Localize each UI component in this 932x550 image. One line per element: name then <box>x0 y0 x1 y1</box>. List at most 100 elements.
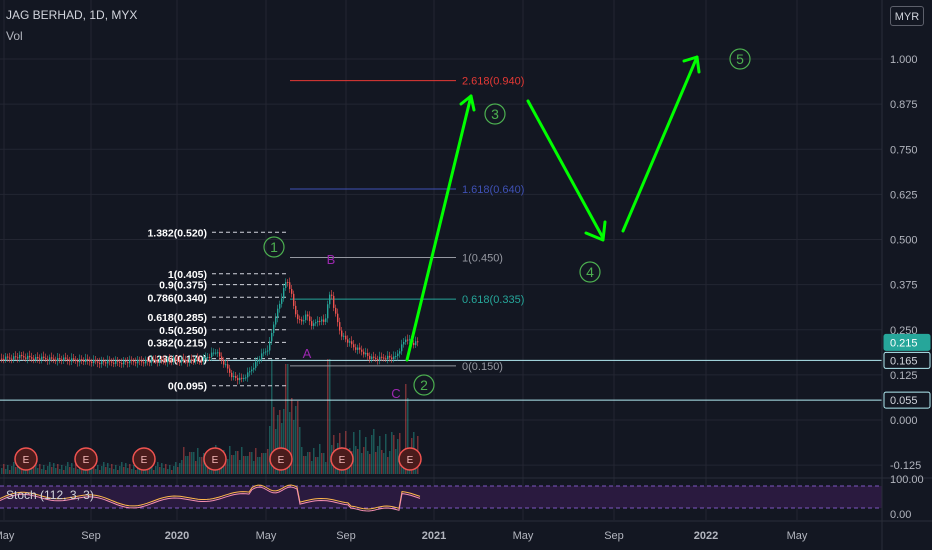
candle-body <box>407 339 409 341</box>
volume-bar <box>23 469 25 474</box>
wave-5-arrow[interactable] <box>621 55 699 233</box>
candle-body <box>329 294 331 305</box>
wave-4-arrow[interactable] <box>526 99 605 240</box>
volume-bar <box>177 467 179 474</box>
earnings-marker[interactable] <box>203 447 227 471</box>
volume-bar <box>163 468 165 474</box>
volume-bar <box>371 435 373 474</box>
candle-body <box>91 361 93 364</box>
volume-bar <box>375 452 377 474</box>
time-tick-label: May <box>256 530 277 542</box>
candle-body <box>191 359 193 361</box>
volume-bar <box>19 468 21 474</box>
volume-bar <box>233 455 235 474</box>
volume-bar <box>253 461 255 474</box>
wave-label-circle <box>484 103 506 125</box>
volume-bar <box>311 461 313 474</box>
candle-body <box>345 335 347 340</box>
volume-bar <box>73 468 75 474</box>
candle-body <box>193 360 195 362</box>
candle-body <box>55 359 57 362</box>
candle-body <box>85 358 87 362</box>
time-tick-label: May <box>513 530 534 542</box>
fib-extension-label: 1(0.450) <box>462 253 503 265</box>
candle-body <box>387 355 389 360</box>
wave-4-arrowhead[interactable] <box>584 220 607 242</box>
earnings-marker[interactable] <box>132 447 156 471</box>
candle-body <box>169 359 171 361</box>
earnings-marker[interactable] <box>269 447 293 471</box>
candle-body <box>151 358 153 363</box>
elliott-wave-arrows[interactable]: 1 2 3 4 5 A B C <box>263 48 751 401</box>
volume-bar <box>293 420 295 474</box>
volume-bar <box>123 467 125 474</box>
price-tick-label: 0.375 <box>890 280 918 292</box>
price-axis[interactable]: -0.125 0.000 0.125 0.250 0.375 0.500 0.625 0.75… <box>881 0 931 550</box>
candle-body <box>239 377 241 381</box>
candle-body <box>49 357 51 361</box>
price-tick-label: 0.750 <box>890 144 918 156</box>
candle-body <box>245 377 247 379</box>
earnings-marker[interactable] <box>14 447 38 471</box>
candle-body <box>309 316 311 322</box>
candle-body <box>351 341 353 345</box>
candle-body <box>291 288 293 294</box>
volume-bar <box>129 464 131 474</box>
volume-bar <box>273 407 275 474</box>
volume-bar <box>179 463 181 474</box>
volume-bar <box>103 462 105 474</box>
volume-bar <box>69 467 71 474</box>
volume-bar <box>381 450 383 474</box>
price-tag[interactable] <box>883 351 931 369</box>
candle-body <box>119 361 121 364</box>
candle-body <box>89 360 91 362</box>
wave-3-arrowhead[interactable] <box>459 94 476 112</box>
candle-body <box>33 358 35 361</box>
candle-body <box>371 356 373 359</box>
volume-bar <box>377 446 379 474</box>
candle-body <box>313 323 315 326</box>
earnings-marker-label: E <box>141 455 148 466</box>
volume-bar <box>37 468 39 474</box>
volume-bar <box>67 462 69 474</box>
volume-bar <box>169 465 171 474</box>
earnings-marker[interactable] <box>330 447 354 471</box>
wave-label-circle <box>579 261 601 283</box>
candle-body <box>189 359 191 363</box>
candle-body <box>251 369 253 372</box>
candle-body <box>347 339 349 343</box>
volume-bar <box>299 427 301 474</box>
fib-extension-right[interactable]: 2.618(0.940) 1.618(0.640) 1(0.450) 0.618(0.… <box>290 76 524 373</box>
candle-body <box>77 360 79 363</box>
earnings-marker[interactable] <box>74 447 98 471</box>
candle-body <box>37 356 39 359</box>
price-tick-label: 0.500 <box>890 235 918 247</box>
candle-body <box>81 359 83 361</box>
wave-3-arrow[interactable] <box>405 94 473 362</box>
volume-bar <box>65 466 67 474</box>
volume-bar <box>259 457 261 474</box>
candle-body <box>53 358 55 360</box>
volume-bar <box>195 461 197 474</box>
candle-body <box>63 357 65 361</box>
candle-body <box>69 360 71 362</box>
volume-bar <box>59 469 61 474</box>
candle-body <box>15 356 17 358</box>
candle-body <box>171 360 173 362</box>
candle-body <box>117 360 119 362</box>
candle-body <box>187 361 189 363</box>
candle-body <box>339 322 341 331</box>
stoch-tick: 0.00 <box>890 509 911 521</box>
volume-bar <box>173 466 175 474</box>
time-axis[interactable]: May Sep 2020 May Sep 2021 May Sep 2022 May <box>0 520 932 542</box>
candle-body <box>253 367 255 370</box>
candle-body <box>203 357 205 362</box>
currency-button[interactable]: MYR <box>890 6 924 26</box>
wave-5-arrowhead[interactable] <box>682 55 701 74</box>
price-tag[interactable] <box>883 333 931 351</box>
candle-body <box>267 350 269 352</box>
earnings-marker[interactable] <box>398 447 422 471</box>
price-tag[interactable] <box>883 391 931 409</box>
